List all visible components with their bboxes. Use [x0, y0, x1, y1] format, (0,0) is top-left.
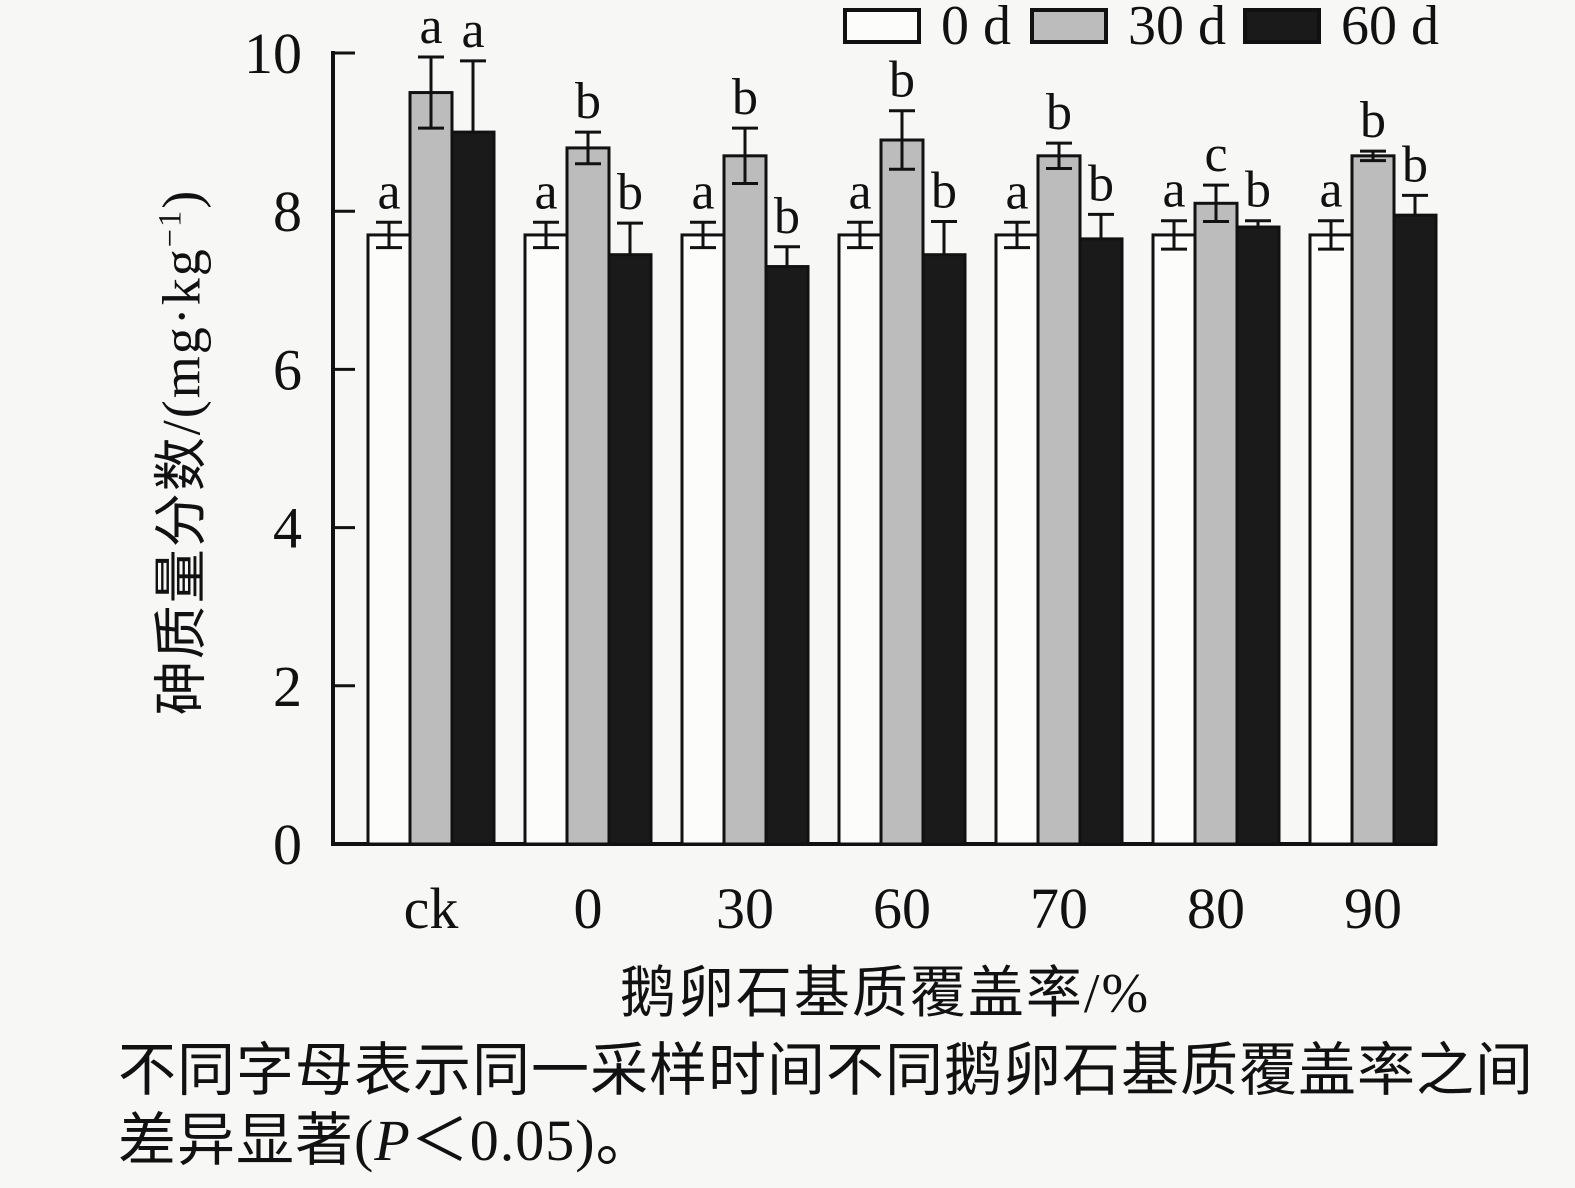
- x-category-label: 0: [574, 876, 603, 941]
- x-category-label: 30: [716, 876, 774, 941]
- legend-label-0d: 0 d: [941, 0, 1011, 57]
- x-category-label: 70: [1030, 876, 1088, 941]
- bar-30d-ck: [408, 91, 454, 846]
- bar-0d-30: [680, 233, 726, 846]
- significance-letter: b: [774, 188, 800, 245]
- significance-letter: b: [575, 73, 601, 130]
- significance-letter: b: [732, 69, 758, 126]
- legend: 0 d 30 d 60 d: [0, 0, 1575, 56]
- bar-60d-0: [607, 253, 653, 846]
- bar-60d-70: [1078, 237, 1124, 846]
- x-category-label: 80: [1187, 876, 1245, 941]
- significance-letter: c: [1204, 126, 1227, 183]
- bar-30d-90: [1350, 154, 1396, 846]
- significance-letter: a: [377, 163, 400, 220]
- x-category-label: 60: [873, 876, 931, 941]
- significance-letter: b: [1360, 92, 1386, 149]
- significance-letter: a: [461, 2, 484, 59]
- bar-0d-60: [837, 233, 883, 846]
- legend-label-60d: 60 d: [1341, 0, 1439, 57]
- bar-60d-60: [921, 253, 967, 846]
- bar-30d-60: [879, 138, 925, 846]
- bar-30d-70: [1036, 154, 1082, 846]
- legend-swatch-0d-icon: [843, 8, 921, 44]
- x-category-label: 90: [1344, 876, 1402, 941]
- bar-30d-0: [565, 146, 611, 846]
- bar-60d-ck: [450, 130, 496, 846]
- bar-60d-90: [1392, 213, 1438, 846]
- y-tick-label: 6: [273, 337, 302, 402]
- x-axis-title: 鹅卵石基质覆盖率/%: [619, 963, 1151, 1025]
- bar-30d-30: [722, 154, 768, 846]
- legend-item-30d: 30 d: [1030, 0, 1226, 57]
- significance-letter: b: [1245, 162, 1271, 219]
- bar-60d-80: [1235, 225, 1281, 846]
- significance-letter: a: [1162, 162, 1185, 219]
- y-tick-label: 2: [273, 654, 302, 719]
- significance-letter: a: [1319, 162, 1342, 219]
- bar-0d-ck: [366, 233, 412, 846]
- y-tick-label: 10: [244, 21, 302, 86]
- y-tick-label: 8: [273, 179, 302, 244]
- significance-letter: b: [1088, 155, 1114, 212]
- caption-line-2: 差异显著(P＜0.05)。: [118, 1108, 655, 1173]
- x-category-label: ck: [404, 876, 459, 941]
- significance-letter: a: [691, 163, 714, 220]
- y-tick-label: 4: [273, 496, 302, 561]
- bar-0d-90: [1308, 233, 1354, 846]
- caption-p-symbol: P: [374, 1108, 411, 1173]
- significance-letter: b: [617, 164, 643, 221]
- legend-label-30d: 30 d: [1128, 0, 1226, 57]
- bar-60d-30: [764, 265, 810, 846]
- caption-line-1: 不同字母表示同一采样时间不同鹅卵石基质覆盖率之间: [118, 1038, 1535, 1103]
- bar-30d-80: [1193, 201, 1239, 846]
- legend-item-60d: 60 d: [1243, 0, 1439, 57]
- significance-letter: b: [1046, 84, 1072, 141]
- significance-letter: b: [889, 52, 915, 109]
- y-tick-label: 0: [273, 812, 302, 877]
- bar-0d-70: [994, 233, 1040, 846]
- legend-swatch-30d-icon: [1030, 8, 1108, 44]
- figure-caption: 不同字母表示同一采样时间不同鹅卵石基质覆盖率之间 差异显著(P＜0.05)。: [118, 1036, 1534, 1176]
- significance-letter: a: [419, 0, 442, 55]
- y-axis-title-superscript: −1: [152, 208, 189, 248]
- significance-letter: a: [1005, 163, 1028, 220]
- legend-item-0d: 0 d: [843, 0, 1011, 57]
- bar-0d-0: [523, 233, 569, 846]
- y-axis-title: 砷质量分数/(mg·kg−1): [151, 188, 212, 716]
- legend-swatch-60d-icon: [1243, 8, 1321, 44]
- significance-letter: b: [931, 162, 957, 219]
- bar-0d-80: [1151, 233, 1197, 846]
- significance-letter: b: [1402, 136, 1428, 193]
- significance-letter: a: [848, 163, 871, 220]
- significance-letter: a: [534, 163, 557, 220]
